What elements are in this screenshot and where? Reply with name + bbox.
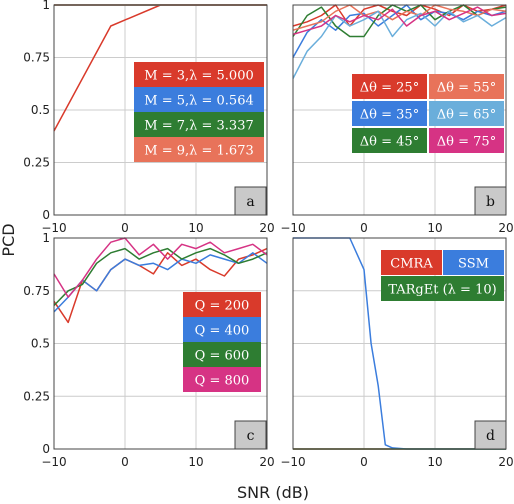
panel-tag-box: [234, 186, 267, 216]
legend-swatch: [183, 342, 261, 367]
x-tick-label: 10: [188, 455, 203, 469]
legend-swatch: [352, 74, 427, 99]
legend-swatch: [134, 62, 264, 87]
y-tick-label: 0: [42, 208, 50, 222]
panel-b: −10 0 10 20 Δθ = 25° Δθ = 55° Δθ = 35° Δθ = 65°…: [280, 4, 514, 235]
plot-frame: [292, 4, 507, 216]
x-tick-label: 10: [427, 455, 442, 469]
legend-swatch: [134, 112, 264, 137]
legend-label: TARgEt (λ = 10): [388, 283, 496, 298]
y-tick-label: 0.25: [23, 389, 50, 403]
x-axis-title: SNR (dB): [237, 483, 309, 502]
series-line-4: [292, 4, 507, 31]
legend-swatch: [134, 137, 264, 162]
legend-label: Q = 200: [195, 299, 250, 314]
x-tick-label: 20: [259, 455, 274, 469]
panel-tag-box: [234, 420, 267, 450]
series-line-2: [53, 252, 268, 313]
y-tick-label: 0.5: [31, 337, 50, 351]
legend: CMRA SSM TARgEt (λ = 10): [381, 250, 504, 301]
legend-swatch: [352, 101, 427, 126]
legend: Q = 200 Q = 400 Q = 600 Q = 800: [183, 292, 261, 392]
legend-label: M = 7,λ = 3.337: [144, 119, 253, 134]
plot-frame: [292, 237, 507, 450]
x-tick-label: 0: [121, 221, 129, 235]
y-tick-label: 1: [42, 231, 50, 245]
y-tick-label: 0.5: [31, 103, 50, 117]
legend-swatch: [183, 317, 261, 342]
x-tick-label: −10: [280, 455, 305, 469]
x-tick-label: 20: [259, 221, 274, 235]
legend-label: Δθ = 45°: [360, 135, 419, 150]
legend-label: M = 5,λ = 0.564: [144, 94, 253, 109]
legend: M = 3,λ = 5.000 M = 5,λ = 0.564 M = 7,λ = …: [134, 62, 264, 162]
panel-tag: b: [486, 194, 495, 210]
legend-label: SSM: [458, 257, 489, 272]
x-tick-label: −10: [41, 221, 66, 235]
x-tick-label: 0: [360, 455, 368, 469]
panel-tag: a: [246, 194, 254, 210]
x-tick-label: 0: [121, 455, 129, 469]
panel-tag: d: [486, 428, 495, 444]
plot-frame: [53, 4, 268, 216]
legend-swatch: [381, 250, 442, 275]
legend-swatch: [429, 101, 504, 126]
series-line-1: [292, 4, 507, 27]
legend-swatch: [352, 128, 427, 153]
y-tick-label: 0.75: [23, 284, 50, 298]
x-tick-label: 0: [360, 221, 368, 235]
series-line-5: [292, 10, 507, 79]
legend-swatch: [429, 74, 504, 99]
x-tick-label: −10: [41, 455, 66, 469]
legend-label: Δθ = 25°: [360, 81, 419, 96]
legend-label: M = 3,λ = 5.000: [144, 69, 253, 84]
legend-swatch: [381, 276, 504, 301]
legend-label: Q = 600: [195, 349, 250, 364]
legend-label: Q = 400: [195, 324, 250, 339]
y-tick-label: 0.25: [23, 156, 50, 170]
y-tick-label: 0.75: [23, 51, 50, 65]
legend-label: M = 9,λ = 1.673: [144, 144, 253, 159]
x-tick-label: −10: [280, 221, 305, 235]
legend-swatch: [134, 87, 264, 112]
legend-swatch: [443, 250, 504, 275]
legend-label: Δθ = 55°: [437, 81, 496, 96]
series-line-6: [292, 6, 507, 36]
legend-swatch: [429, 128, 504, 153]
y-tick-label: 1: [42, 0, 50, 12]
plot-frame: [53, 237, 268, 450]
legend-label: Q = 800: [195, 374, 250, 389]
legend-swatch: [183, 292, 261, 317]
legend-label: CMRA: [390, 257, 433, 272]
panel-tag-box: [474, 420, 507, 450]
legend-label: Δθ = 75°: [437, 135, 496, 150]
x-tick-label: 20: [498, 221, 513, 235]
legend: Δθ = 25° Δθ = 55° Δθ = 35° Δθ = 65° Δθ = 45°…: [352, 74, 504, 153]
panel-tag: c: [247, 428, 255, 444]
x-tick-label: 10: [427, 221, 442, 235]
x-tick-label: 10: [188, 221, 203, 235]
y-tick-label: 0: [42, 442, 50, 456]
panel-tag-box: [474, 186, 507, 216]
legend-label: Δθ = 35°: [360, 108, 419, 123]
series-line-4: [53, 237, 268, 298]
y-axis-title: PCD: [0, 223, 18, 256]
legend-label: Δθ = 65°: [437, 108, 496, 123]
x-tick-label: 20: [498, 455, 513, 469]
legend-swatch: [183, 367, 261, 392]
panel-d: −10 0 10 20 CMRA SSM TARgEt (λ = 10) d: [280, 237, 514, 469]
